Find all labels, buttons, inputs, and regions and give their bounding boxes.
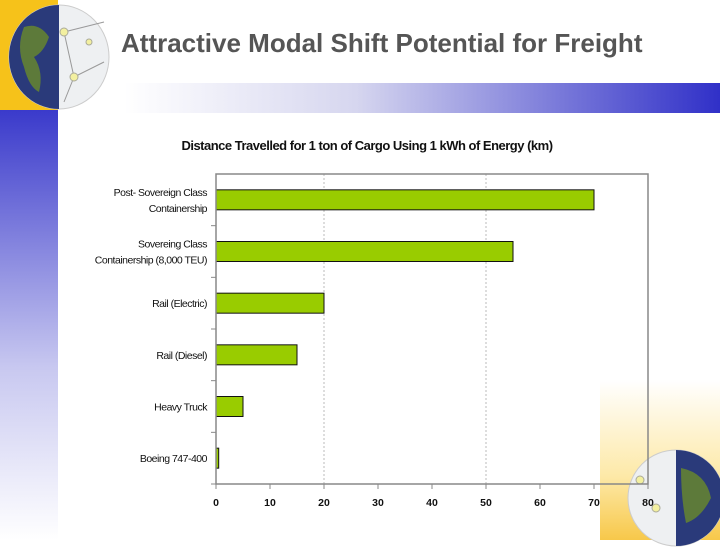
x-tick-label: 70 bbox=[588, 497, 600, 509]
category-label: Post- Sovereign Class bbox=[114, 187, 208, 199]
x-tick-label: 50 bbox=[480, 497, 492, 509]
plot-area-border bbox=[215, 173, 649, 485]
bar bbox=[215, 241, 514, 262]
category-label: Containership (8,000 TEU) bbox=[95, 255, 207, 267]
category-label: Boeing 747-400 bbox=[140, 453, 208, 465]
chart-title: Distance Travelled for 1 ton of Cargo Us… bbox=[181, 138, 552, 153]
left-gradient-stripe bbox=[0, 110, 58, 540]
globe-decoration-icon bbox=[627, 449, 720, 547]
x-tick-label: 10 bbox=[264, 497, 276, 509]
category-label: Sovereing Class bbox=[138, 239, 207, 251]
category-label: Rail (Diesel) bbox=[156, 350, 207, 362]
x-tick-label: 0 bbox=[213, 497, 219, 509]
category-label: Heavy Truck bbox=[154, 402, 208, 414]
bar bbox=[215, 189, 595, 211]
category-label: Rail (Electric) bbox=[152, 298, 207, 310]
category-label: Containership bbox=[149, 203, 208, 215]
x-tick-label: 80 bbox=[642, 497, 654, 509]
x-tick-label: 20 bbox=[318, 497, 330, 509]
x-tick-label: 40 bbox=[426, 497, 438, 509]
globe-logo-icon bbox=[8, 4, 110, 110]
x-tick-label: 60 bbox=[534, 497, 546, 509]
bar bbox=[215, 396, 244, 417]
header-gradient-band bbox=[58, 83, 720, 113]
x-tick-label: 30 bbox=[372, 497, 384, 509]
bar bbox=[215, 344, 298, 366]
slide-title: Attractive Modal Shift Potential for Fre… bbox=[121, 28, 643, 58]
bar bbox=[215, 292, 325, 314]
